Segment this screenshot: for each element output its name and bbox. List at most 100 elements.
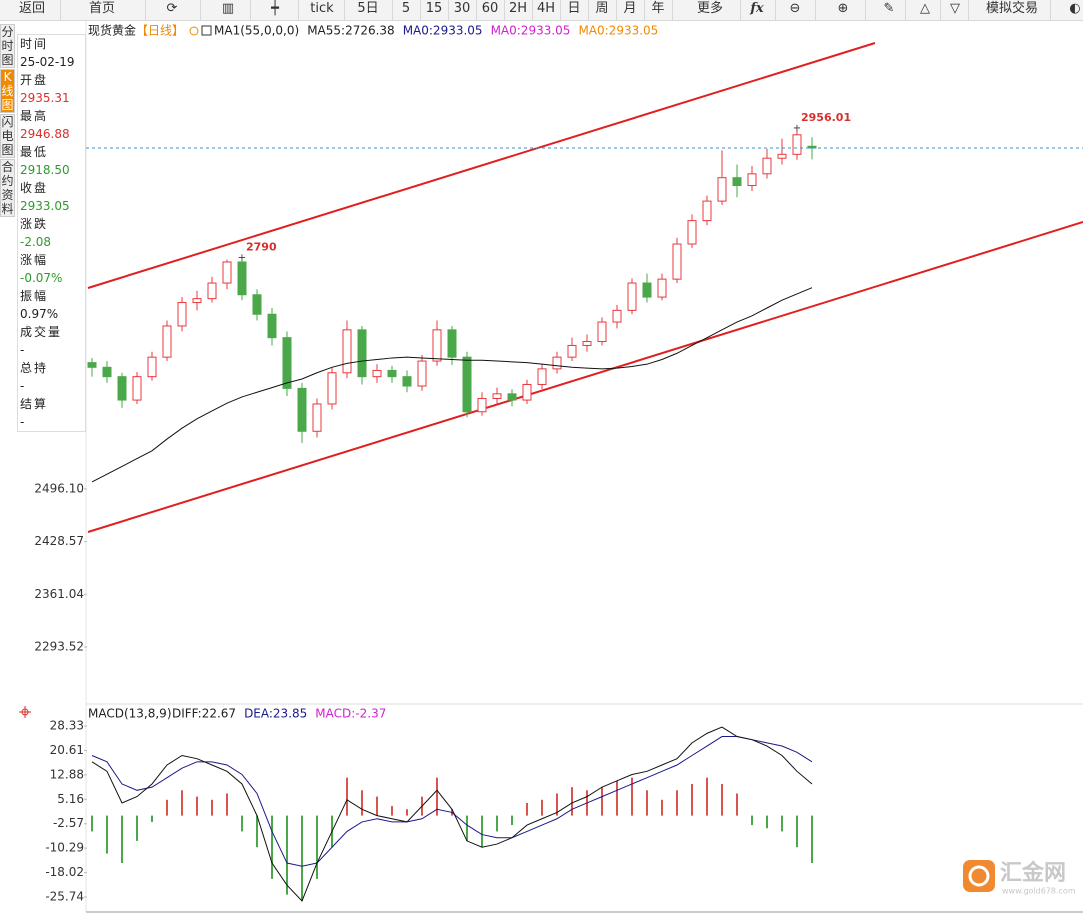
info-panel: 时间 25-02-19 开盘 2935.31 最高 2946.88 最低 2918.50 收盘 2… (17, 34, 86, 432)
toolbar-button[interactable]: 更多 (696, 1, 724, 16)
candle-body (492, 393, 502, 400)
info-label: 时间 (20, 37, 49, 51)
candle-body (672, 243, 682, 280)
candle-body (207, 282, 217, 300)
trend-line-upper[interactable] (87, 42, 876, 289)
toolbar-icon[interactable]: ⊕ (837, 1, 849, 16)
high-marker: + (238, 253, 246, 264)
info-label: 最低 (20, 145, 49, 159)
candle-body (462, 356, 472, 413)
watermark-logo (963, 860, 995, 892)
toolbar-separator (532, 0, 533, 20)
toolbar-icon[interactable]: ⊖ (789, 1, 801, 16)
candle-body (417, 360, 427, 387)
chart-period: 【日线】 (136, 24, 184, 38)
candles (87, 130, 817, 443)
toolbar-separator (968, 0, 969, 20)
toolbar-separator (200, 0, 201, 20)
toolbar-button[interactable]: tick (310, 1, 334, 16)
candle-body (87, 362, 97, 368)
candle-body (567, 344, 577, 358)
toolbar-button[interactable]: 月 (623, 1, 637, 16)
info-value: - (20, 379, 25, 393)
candle-body (252, 294, 262, 315)
candle-body (777, 153, 787, 159)
indicator-label: MA1(55,0,0,0) (214, 24, 299, 38)
indicator-label: DEA:23.85 (244, 707, 307, 721)
info-value: 2918.50 (20, 163, 70, 177)
toolbar-button[interactable]: 年 (651, 1, 665, 16)
toolbar-button[interactable]: 日 (567, 1, 581, 16)
toolbar-separator (504, 0, 505, 20)
candle-body (657, 278, 667, 298)
toolbar-icon[interactable]: ▥ (221, 1, 235, 16)
candle-body (357, 329, 367, 378)
toolbar-separator (420, 0, 421, 20)
toolbar-separator (448, 0, 449, 20)
y-tick-label: 20.61 (50, 743, 84, 757)
candle-body (447, 329, 457, 358)
toolbar-separator (644, 0, 645, 20)
candle-body (792, 134, 802, 155)
candle-body (582, 341, 592, 346)
candle-body (402, 376, 412, 387)
toolbar-icon[interactable]: ✎ (883, 1, 895, 16)
indicator-label: MA0:2933.05 (403, 24, 483, 38)
toolbar-button[interactable]: 15 (425, 1, 443, 16)
toolbar-icon[interactable]: △ (920, 1, 930, 16)
toolbar-separator (560, 0, 561, 20)
toolbar-button[interactable]: 5日 (357, 1, 379, 16)
toolbar-icon[interactable]: ⟳ (166, 1, 178, 16)
candle-body (762, 157, 772, 175)
info-label: 涨跌 (20, 217, 49, 231)
candle-body (477, 398, 487, 413)
candle-body (132, 376, 142, 401)
toolbar-separator (865, 0, 866, 20)
toolbar-separator (145, 0, 146, 20)
toolbar-button[interactable]: 2H (508, 1, 528, 16)
toolbar-separator (672, 0, 673, 20)
sidebar-tab[interactable]: 分时图 (0, 24, 15, 68)
toolbar-button[interactable]: 首页 (88, 1, 116, 16)
toolbar-separator (616, 0, 617, 20)
high-label: 2956.01 (801, 111, 851, 124)
sidebar-tab[interactable]: 闪电图 (0, 114, 15, 158)
candle-body (177, 302, 187, 327)
toolbar-button[interactable]: 周 (595, 1, 609, 16)
toolbar-icon[interactable]: ┿ (271, 1, 279, 16)
sidebar-tab[interactable]: 合约资料 (0, 159, 15, 217)
toolbar-separator (775, 0, 776, 20)
toolbar-icon[interactable]: ▽ (950, 1, 960, 16)
toolbar-button[interactable]: 模拟交易 (985, 1, 1039, 16)
toolbar: 返回 首页 tick 5日 5 15 30 60 2H 4H 日周月年 更多 fx 模拟交易 ⟳ ▥ ┿ ⊖ ⊕ ✎ △… (0, 0, 1083, 21)
candle-body (342, 329, 352, 374)
macd-settings-icon[interactable] (19, 706, 31, 718)
sidebar-tab[interactable]: K线图 (0, 69, 15, 113)
toolbar-button[interactable]: 30 (453, 1, 471, 16)
y-tick-label: 28.33 (50, 719, 84, 733)
toolbar-separator (392, 0, 393, 20)
info-value: 25-02-19 (20, 55, 75, 69)
toolbar-button[interactable]: 返回 (18, 1, 46, 16)
indicator-icon[interactable] (201, 25, 212, 36)
dea-line (91, 736, 813, 867)
toolbar-separator (476, 0, 477, 20)
candle-body (642, 282, 652, 298)
settings-icon[interactable] (189, 26, 199, 36)
toolbar-button[interactable]: fx (750, 1, 764, 16)
info-label: 振幅 (20, 289, 49, 303)
toolbar-button[interactable]: 4H (536, 1, 556, 16)
candle-body (747, 173, 757, 187)
toolbar-button[interactable]: 5 (401, 1, 411, 16)
toolbar-icon[interactable]: ◐ (1069, 1, 1081, 16)
diff-line (91, 726, 813, 902)
toolbar-button[interactable]: 60 (481, 1, 499, 16)
toolbar-separator (815, 0, 816, 20)
macd-title: MACD(13,8,9) (88, 707, 172, 721)
candle-body (387, 369, 397, 378)
trend-line-lower[interactable] (87, 221, 1083, 533)
indicator-label: MA55:2726.38 (307, 24, 395, 38)
info-value: - (20, 343, 25, 357)
candle-body (312, 403, 322, 432)
y-tick-label: 2428.57 (34, 534, 84, 548)
